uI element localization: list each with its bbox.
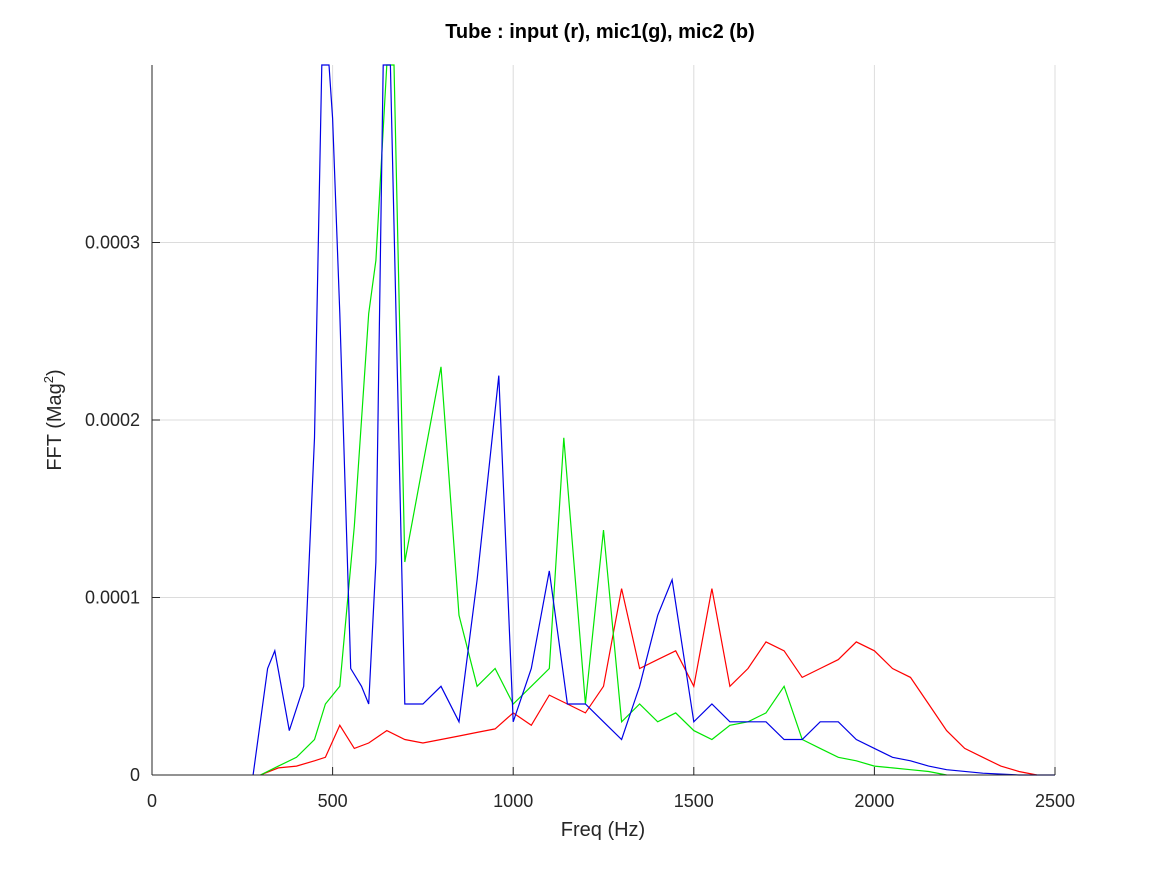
series-line-1 xyxy=(260,64,947,776)
y-tick-label: 0.0002 xyxy=(85,410,140,430)
x-tick-label: 0 xyxy=(147,791,157,811)
y-tick-label: 0.0001 xyxy=(85,588,140,608)
tick-labels: 0 500 1000 1500 2000 2500 0 0.0001 0.0002 0.0003 xyxy=(85,233,1075,812)
y-axis-label-end: ) xyxy=(44,369,66,376)
chart-title: Tube : input (r), mic1(g), mic2 (b) xyxy=(445,21,755,43)
y-axis-label: FFT (Mag2) xyxy=(41,369,66,470)
x-tick-label: 2000 xyxy=(854,791,894,811)
series-group xyxy=(252,64,1055,776)
series-line-0 xyxy=(260,588,1038,776)
x-axis-label: Freq (Hz) xyxy=(561,819,645,841)
x-tick-label: 1000 xyxy=(493,791,533,811)
y-tick-label: 0.0003 xyxy=(85,233,140,253)
y-axis-label-base: FFT (Mag xyxy=(44,383,66,470)
grid-lines xyxy=(152,65,1056,775)
x-tick-label: 1500 xyxy=(674,791,714,811)
axes xyxy=(151,65,1056,776)
y-axis-label-sup: 2 xyxy=(41,376,56,383)
x-tick-label: 2500 xyxy=(1035,791,1075,811)
series-line-2 xyxy=(252,64,1055,776)
y-tick-label: 0 xyxy=(130,765,140,785)
x-tick-label: 500 xyxy=(318,791,348,811)
